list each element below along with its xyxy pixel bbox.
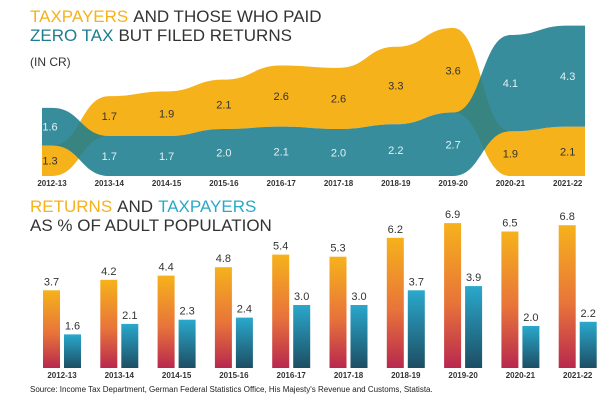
data-label: 3.6 bbox=[445, 65, 460, 77]
data-label: 1.7 bbox=[102, 151, 117, 163]
bar bbox=[350, 305, 368, 368]
x-tick-label: 2021-22 bbox=[563, 371, 593, 380]
chart-title: RETURNS AND TAXPAYERS bbox=[30, 197, 256, 216]
title-part: RETURNS bbox=[30, 197, 112, 216]
x-tick-label: 2019-20 bbox=[438, 179, 468, 188]
data-label: 2.0 bbox=[331, 148, 346, 160]
bar bbox=[501, 231, 519, 368]
data-label: 5.3 bbox=[330, 243, 345, 255]
data-label: 3.9 bbox=[466, 272, 481, 284]
data-label: 3.0 bbox=[294, 291, 309, 303]
data-label: 1.6 bbox=[65, 320, 80, 332]
data-label: 2.2 bbox=[388, 145, 403, 157]
data-label: 2.7 bbox=[445, 139, 460, 151]
data-label: 2.1 bbox=[216, 99, 231, 111]
x-tick-label: 2018-19 bbox=[381, 179, 411, 188]
data-label: 2.1 bbox=[560, 146, 575, 158]
title-part: TAXPAYERS bbox=[158, 197, 256, 216]
x-tick-label: 2017-18 bbox=[324, 179, 354, 188]
chart-title: ZERO TAX BUT FILED RETURNS bbox=[30, 26, 292, 45]
x-tick-label: 2016-17 bbox=[267, 179, 297, 188]
x-tick-label: 2017-18 bbox=[334, 371, 364, 380]
bar bbox=[558, 225, 576, 368]
chart-title: TAXPAYERS AND THOSE WHO PAID bbox=[30, 7, 322, 26]
data-label: 1.9 bbox=[159, 109, 174, 121]
x-tick-label: 2021-22 bbox=[553, 179, 583, 188]
data-label: 5.4 bbox=[273, 241, 288, 253]
stream-band bbox=[42, 25, 585, 176]
chart-subtitle: (IN CR) bbox=[30, 55, 71, 69]
bar bbox=[235, 317, 253, 368]
bar bbox=[157, 275, 175, 368]
bar bbox=[100, 279, 118, 368]
data-label: 4.4 bbox=[158, 262, 173, 274]
x-tick-label: 2019-20 bbox=[448, 371, 478, 380]
data-label: 4.1 bbox=[503, 78, 518, 90]
bar bbox=[465, 286, 483, 368]
x-tick-label: 2016-17 bbox=[277, 371, 307, 380]
data-label: 1.9 bbox=[503, 149, 518, 161]
data-label: 6.9 bbox=[445, 209, 460, 221]
title-part: AND THOSE WHO PAID bbox=[133, 7, 321, 26]
data-label: 1.7 bbox=[102, 111, 117, 123]
bar bbox=[178, 319, 196, 368]
bar bbox=[43, 290, 60, 368]
x-tick-label: 2014-15 bbox=[162, 371, 192, 380]
source: Source: Income Tax Department, German Fe… bbox=[30, 385, 433, 394]
x-tick-label: 2015-16 bbox=[219, 371, 249, 380]
bar bbox=[444, 223, 462, 368]
x-tick-label: 2020-21 bbox=[506, 371, 536, 380]
data-label: 3.3 bbox=[388, 81, 403, 93]
data-label: 6.5 bbox=[502, 218, 517, 230]
data-label: 3.0 bbox=[351, 291, 366, 303]
data-label: 2.6 bbox=[331, 93, 346, 105]
data-label: 6.8 bbox=[560, 211, 575, 223]
x-tick-label: 2015-16 bbox=[209, 179, 239, 188]
title-part: AS % OF ADULT POPULATION bbox=[30, 216, 272, 235]
x-tick-label: 2012-13 bbox=[47, 371, 77, 380]
data-label: 4.8 bbox=[216, 253, 231, 265]
bar bbox=[579, 321, 597, 368]
x-tick-label: 2014-15 bbox=[152, 179, 182, 188]
bar bbox=[293, 305, 311, 368]
bar bbox=[121, 323, 139, 368]
title-part: ZERO TAX bbox=[30, 26, 113, 45]
x-tick-label: 2013-14 bbox=[105, 371, 135, 380]
chart-title: AS % OF ADULT POPULATION bbox=[30, 216, 272, 235]
title-part: BUT FILED RETURNS bbox=[118, 26, 292, 45]
data-label: 6.2 bbox=[388, 224, 403, 236]
data-label: 4.3 bbox=[560, 71, 575, 83]
data-label: 2.2 bbox=[581, 308, 596, 320]
data-label: 2.1 bbox=[274, 146, 289, 158]
bar bbox=[407, 290, 425, 368]
bar bbox=[214, 267, 232, 368]
data-label: 2.0 bbox=[523, 312, 538, 324]
data-label: 2.4 bbox=[237, 304, 252, 316]
bar bbox=[329, 256, 347, 368]
data-label: 3.7 bbox=[44, 276, 59, 288]
bar bbox=[386, 237, 404, 368]
stream-band bbox=[42, 27, 585, 177]
data-label: 1.7 bbox=[159, 151, 174, 163]
x-tick-label: 2013-14 bbox=[95, 179, 125, 188]
data-label: 1.6 bbox=[42, 122, 57, 134]
bar bbox=[272, 254, 290, 368]
x-tick-label: 2012-13 bbox=[37, 179, 67, 188]
data-label: 1.3 bbox=[42, 156, 57, 168]
title-part: TAXPAYERS bbox=[30, 7, 128, 26]
data-label: 2.3 bbox=[179, 306, 194, 318]
data-label: 2.1 bbox=[122, 310, 137, 322]
data-label: 3.7 bbox=[409, 276, 424, 288]
bar bbox=[64, 334, 81, 368]
x-tick-label: 2020-21 bbox=[496, 179, 526, 188]
title-part: AND bbox=[117, 197, 153, 216]
bar bbox=[522, 326, 540, 368]
data-label: 2.6 bbox=[274, 91, 289, 103]
data-label: 4.2 bbox=[101, 266, 116, 278]
x-tick-label: 2018-19 bbox=[391, 371, 421, 380]
data-label: 2.0 bbox=[216, 148, 231, 160]
